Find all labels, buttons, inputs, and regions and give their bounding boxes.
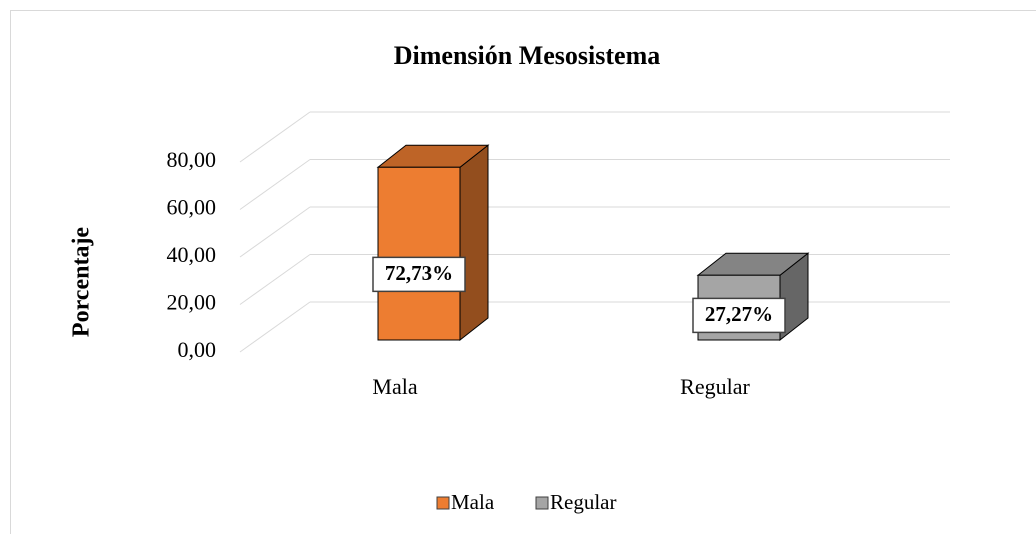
- grid-line: [239, 206, 311, 258]
- data-label: 72,73%: [385, 261, 453, 285]
- x-tick-label: Regular: [680, 374, 750, 399]
- y-tick-label: 60,00: [167, 195, 217, 220]
- chart-title: Dimensión Mesosistema: [394, 41, 660, 70]
- legend-swatch: [436, 496, 450, 510]
- grid-line: [239, 301, 311, 353]
- grid-line: [239, 254, 311, 305]
- legend-swatch: [535, 496, 549, 510]
- y-axis-label: Porcentaje: [69, 227, 95, 338]
- y-tick-label: 40,00: [167, 242, 217, 267]
- legend-label: Regular: [550, 490, 616, 514]
- bar: [377, 166, 461, 341]
- y-tick-label: 0,00: [178, 337, 217, 362]
- grid-line: [239, 159, 311, 210]
- data-label-box: [692, 297, 786, 334]
- x-tick-label: Mala: [372, 374, 417, 399]
- bar-side: [459, 144, 489, 342]
- y-tick-label: 80,00: [167, 147, 217, 172]
- legend-label: Mala: [451, 490, 495, 514]
- chart-border: [10, 10, 1036, 534]
- data-label-box: [372, 256, 466, 293]
- grid-line: [239, 111, 311, 163]
- data-label: 27,27%: [705, 302, 773, 326]
- y-tick-label: 20,00: [167, 290, 217, 315]
